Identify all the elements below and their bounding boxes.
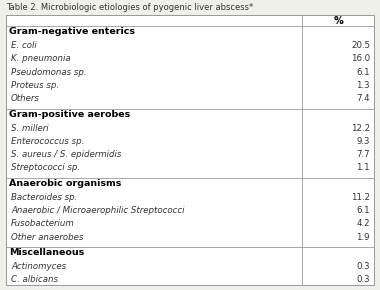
Text: 7.4: 7.4 bbox=[356, 94, 370, 103]
Text: Miscellaneous: Miscellaneous bbox=[9, 248, 84, 257]
Text: %: % bbox=[333, 17, 343, 26]
Text: S. milleri: S. milleri bbox=[11, 124, 49, 133]
Text: Gram-positive aerobes: Gram-positive aerobes bbox=[9, 110, 130, 119]
Text: 9.3: 9.3 bbox=[356, 137, 370, 146]
Text: Anaerobic organisms: Anaerobic organisms bbox=[9, 179, 121, 188]
Text: 20.5: 20.5 bbox=[351, 41, 370, 50]
Text: K. pneumonia: K. pneumonia bbox=[11, 54, 71, 63]
Text: 6.1: 6.1 bbox=[356, 68, 370, 77]
Text: 16.0: 16.0 bbox=[351, 54, 370, 63]
Text: Table 2. Microbiologic etiologies of pyogenic liver abscess*: Table 2. Microbiologic etiologies of pyo… bbox=[6, 3, 253, 12]
Text: Bacteroides sp.: Bacteroides sp. bbox=[11, 193, 78, 202]
Text: 11.2: 11.2 bbox=[351, 193, 370, 202]
Text: Others: Others bbox=[11, 94, 40, 103]
Text: 12.2: 12.2 bbox=[351, 124, 370, 133]
Text: Enterococcus sp.: Enterococcus sp. bbox=[11, 137, 84, 146]
Text: 0.3: 0.3 bbox=[356, 262, 370, 271]
Text: 4.2: 4.2 bbox=[356, 220, 370, 229]
Text: E. coli: E. coli bbox=[11, 41, 37, 50]
Text: Other anaerobes: Other anaerobes bbox=[11, 233, 83, 242]
Text: 1.1: 1.1 bbox=[356, 164, 370, 173]
Text: Gram-negative enterics: Gram-negative enterics bbox=[9, 27, 135, 36]
Text: C. albicans: C. albicans bbox=[11, 275, 58, 284]
Text: S. aureus / S. epidermidis: S. aureus / S. epidermidis bbox=[11, 150, 121, 159]
Text: 1.9: 1.9 bbox=[356, 233, 370, 242]
Text: 0.3: 0.3 bbox=[356, 275, 370, 284]
Text: Proteus sp.: Proteus sp. bbox=[11, 81, 59, 90]
Text: 6.1: 6.1 bbox=[356, 206, 370, 215]
Text: Pseudomonas sp.: Pseudomonas sp. bbox=[11, 68, 87, 77]
Text: 7.7: 7.7 bbox=[356, 150, 370, 159]
Text: Streptococci sp.: Streptococci sp. bbox=[11, 164, 80, 173]
Text: Anaerobic / Microaerophilic Streptococci: Anaerobic / Microaerophilic Streptococci bbox=[11, 206, 185, 215]
Text: Actinomyces: Actinomyces bbox=[11, 262, 66, 271]
Text: Fusobacterium: Fusobacterium bbox=[11, 220, 75, 229]
Text: 1.3: 1.3 bbox=[356, 81, 370, 90]
